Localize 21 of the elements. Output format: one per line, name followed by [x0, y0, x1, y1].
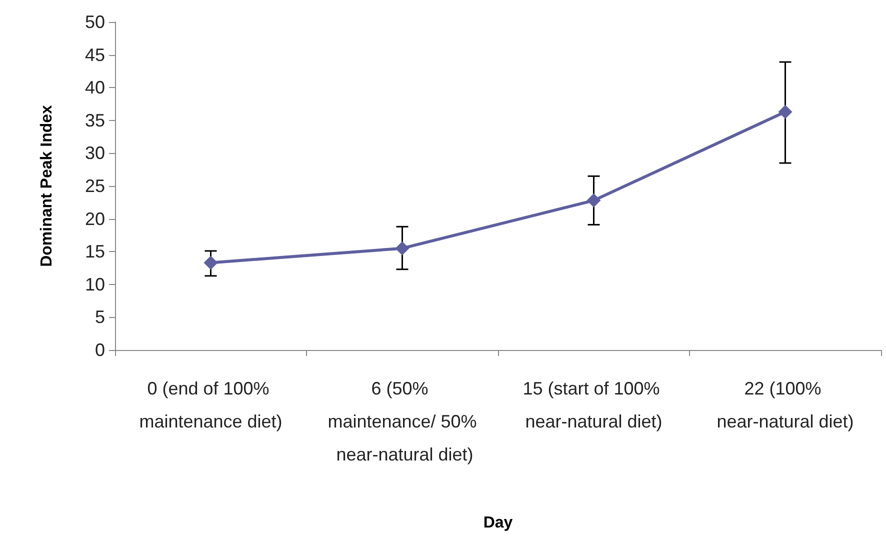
y-tick-label: 5 [94, 307, 105, 328]
x-tick-label: 22 (100% near-natural diet) [716, 378, 854, 432]
x-tick-label: 15 (start of 100% near-natural diet) [522, 378, 665, 432]
y-tick-label: 35 [84, 110, 105, 130]
point [395, 241, 410, 256]
x-axis-title: Day [483, 514, 513, 532]
x-tick-label: 6 (50% maintenance/ 50% near-natural diet) [328, 378, 477, 464]
y-tick-label: 10 [84, 274, 105, 294]
y-tick-label: 30 [84, 143, 105, 164]
y-tick-label: 20 [84, 208, 105, 229]
point [778, 104, 792, 119]
y-tick-label: 0 [94, 340, 105, 360]
x-tick-label: 0 (end of 100% maintenance diet) [139, 378, 282, 432]
y-tick-label: 25 [84, 176, 105, 196]
y-axis-title: Dominant Peak Index [38, 104, 56, 267]
point [586, 193, 601, 208]
y-tick-label: 45 [84, 44, 105, 65]
point [204, 256, 218, 270]
y-tick-label: 15 [84, 242, 105, 262]
y-tick-label: 50 [84, 12, 105, 32]
y-tick-label: 40 [84, 78, 105, 98]
